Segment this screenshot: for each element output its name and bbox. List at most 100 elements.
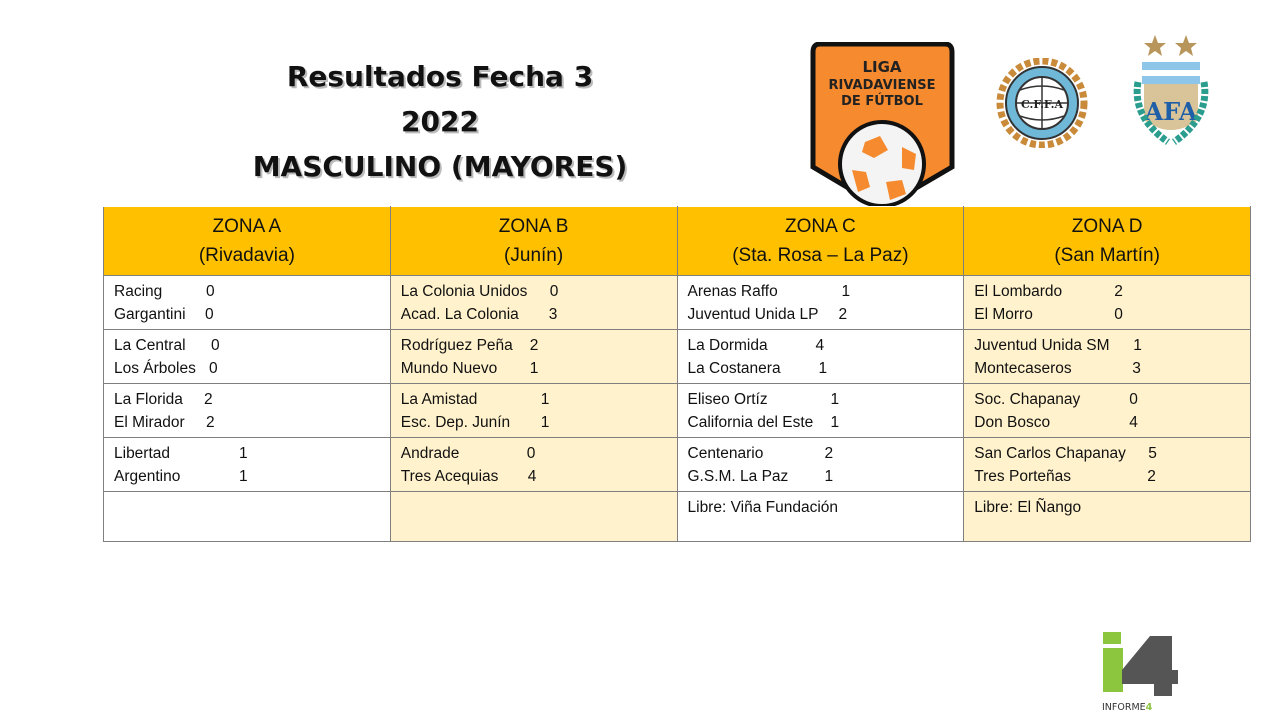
- match-cell: La Colonia Unidos 0 Acad. La Colonia 3: [390, 275, 678, 330]
- team-score: 0: [549, 283, 559, 300]
- team-score: 1: [830, 414, 840, 431]
- team-name: La Amistad: [400, 391, 478, 408]
- zone-header-b: ZONA B (Junín): [390, 206, 678, 276]
- match-row: Racing 0 Gargantini 0 La Colonia Unidos 0 Acad…: [103, 275, 1251, 330]
- team-name: Soc. Chapanay: [974, 391, 1081, 408]
- team-line: Soc. Chapanay 0: [964, 388, 1250, 411]
- zone-name: ZONA D: [1071, 216, 1143, 237]
- libre-team: [104, 496, 390, 519]
- libre-team: Libre: El Ñango: [974, 499, 1082, 516]
- team-name: Centenario: [687, 445, 764, 462]
- team-score: 1: [239, 445, 248, 462]
- team-score: 0: [526, 445, 536, 462]
- team-line: El Lombardo 2: [964, 280, 1250, 303]
- team-line: La Costanera 1: [678, 357, 964, 380]
- match-cell: Centenario 2 G.S.M. La Paz 1: [677, 437, 965, 492]
- team-name: Mundo Nuevo: [400, 360, 498, 377]
- team-line: El Mirador 2: [104, 411, 390, 434]
- team-line: La Colonia Unidos 0: [391, 280, 677, 303]
- team-score: 1: [818, 360, 828, 377]
- match-cell: Andrade 0 Tres Acequias 4: [390, 437, 678, 492]
- team-name: Rodríguez Peña: [400, 337, 513, 354]
- match-cell: Racing 0 Gargantini 0: [103, 275, 391, 330]
- team-score: 1: [540, 414, 550, 431]
- team-line: Rodríguez Peña 2: [391, 334, 677, 357]
- libre-cell: Libre: Viña Fundación: [677, 491, 965, 542]
- zone-header-d: ZONA D (San Martín): [963, 206, 1251, 276]
- team-score: 2: [824, 445, 834, 462]
- team-line: Arenas Raffo 1: [678, 280, 964, 303]
- team-score: 0: [1129, 391, 1138, 408]
- libre-team: [391, 496, 677, 519]
- match-cell: La Dormida 4 La Costanera 1: [677, 329, 965, 384]
- team-name: El Mirador: [114, 414, 185, 431]
- team-name: Juventud Unida LP: [687, 306, 819, 323]
- afa-logo: AFA: [1133, 35, 1209, 145]
- zone-place: (Rivadavia): [198, 245, 295, 266]
- match-row: La Florida 2 El Mirador 2 La Amistad 1 Esc. De…: [103, 383, 1251, 438]
- svg-text:LIGA: LIGA: [862, 58, 901, 76]
- team-name: La Central: [114, 337, 186, 354]
- team-name: Esc. Dep. Junín: [400, 414, 511, 431]
- team-score: 2: [204, 391, 213, 408]
- team-score: 3: [548, 306, 558, 323]
- match-cell: Soc. Chapanay 0 Don Bosco 4: [963, 383, 1251, 438]
- zone-place: (San Martín): [1054, 245, 1160, 266]
- libre-team: Libre: Viña Fundación: [687, 499, 839, 516]
- team-score: 4: [1129, 414, 1138, 431]
- team-line: Juventud Unida SM 1: [964, 334, 1250, 357]
- team-score: 0: [205, 306, 214, 323]
- team-name: Don Bosco: [974, 414, 1051, 431]
- team-score: 2: [1147, 468, 1156, 485]
- team-line: San Carlos Chapanay 5: [964, 442, 1250, 465]
- zones-header-row: ZONA A (Rivadavia) ZONA B (Junín) ZONA C (Sta…: [103, 206, 1251, 276]
- team-line: Juventud Unida LP 2: [678, 303, 964, 326]
- cffa-text: C.F.F.A: [1021, 98, 1063, 111]
- team-score: 0: [209, 360, 218, 377]
- libre-cell: [390, 491, 678, 542]
- team-name: Acad. La Colonia: [400, 306, 519, 323]
- match-cell: La Amistad 1 Esc. Dep. Junín 1: [390, 383, 678, 438]
- team-line: Esc. Dep. Junín 1: [391, 411, 677, 434]
- team-name: Andrade: [400, 445, 460, 462]
- team-score: 2: [1114, 283, 1123, 300]
- svg-text:RIVADAVIENSE: RIVADAVIENSE: [829, 78, 936, 93]
- match-cell: Eliseo Ortíz 1 California del Este 1: [677, 383, 965, 438]
- match-cell: San Carlos Chapanay 5 Tres Porteñas 2: [963, 437, 1251, 492]
- team-name: Tres Porteñas: [974, 468, 1072, 485]
- match-cell: Libertad 1 Argentino 1: [103, 437, 391, 492]
- team-score: 1: [529, 360, 539, 377]
- cffa-logo: C.F.F.A: [996, 58, 1088, 148]
- team-name: El Lombardo: [974, 283, 1063, 300]
- team-score: 1: [830, 391, 840, 408]
- team-name: Racing: [114, 283, 163, 300]
- informe4-text: INFORME4: [1102, 702, 1153, 712]
- team-score: 1: [1133, 337, 1142, 354]
- team-name: La Costanera: [687, 360, 781, 377]
- team-line: Libertad 1: [104, 442, 390, 465]
- team-line: El Morro 0: [964, 303, 1250, 326]
- team-score: 4: [527, 468, 537, 485]
- team-name: Argentino: [114, 468, 181, 485]
- team-name: La Dormida: [687, 337, 768, 354]
- team-name: Tres Acequias: [400, 468, 499, 485]
- team-score: 2: [529, 337, 539, 354]
- zone-header-a: ZONA A (Rivadavia): [103, 206, 391, 276]
- libre-cell: [103, 491, 391, 542]
- team-line: G.S.M. La Paz 1: [678, 465, 964, 488]
- team-line: La Amistad 1: [391, 388, 677, 411]
- team-score: 5: [1148, 445, 1157, 462]
- team-score: 0: [1114, 306, 1123, 323]
- team-line: Argentino 1: [104, 465, 390, 488]
- title-line-1: Resultados Fecha 3: [286, 60, 594, 93]
- team-score: 1: [841, 283, 851, 300]
- match-cell: Arenas Raffo 1 Juventud Unida LP 2: [677, 275, 965, 330]
- team-score: 1: [239, 468, 248, 485]
- team-score: 3: [1132, 360, 1141, 377]
- team-line: Don Bosco 4: [964, 411, 1250, 434]
- team-line: Eliseo Ortíz 1: [678, 388, 964, 411]
- libre-row: Libre: Viña Fundación Libre: El Ñango: [103, 491, 1251, 542]
- libre-cell: Libre: El Ñango: [963, 491, 1251, 542]
- zone-header-c: ZONA C (Sta. Rosa – La Paz): [677, 206, 965, 276]
- team-score: 2: [838, 306, 848, 323]
